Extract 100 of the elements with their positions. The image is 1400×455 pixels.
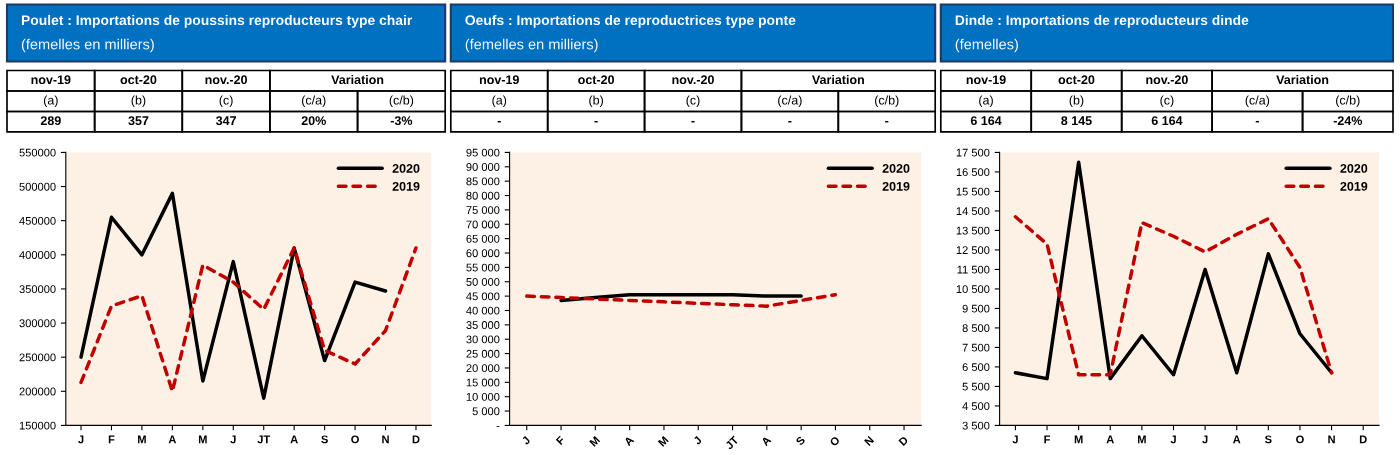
x-tick-label: F (1044, 435, 1051, 444)
x-tick-label: M (138, 435, 146, 444)
text: 8 145 (1061, 116, 1092, 126)
text: (c/a) (778, 95, 802, 108)
x-tick-label: J (1202, 435, 1208, 444)
text: (b) (131, 95, 146, 108)
text: (c) (219, 95, 233, 108)
text: nov-19 (479, 75, 519, 85)
x-tick-label: N (864, 435, 875, 446)
text: (c/b) (389, 95, 414, 108)
y-tick-label: 8 500 (962, 324, 990, 333)
y-tick-label: 10 000 (466, 392, 500, 401)
y-tick-label: 65 000 (466, 234, 500, 243)
text: - (1255, 120, 1259, 123)
chart-title: Dinde : Importations de reproducteurs dinde (955, 14, 1249, 28)
x-tick-label: D (412, 435, 420, 444)
text: (c/b) (1336, 95, 1360, 108)
text: - (885, 120, 889, 123)
y-tick-label: 30 000 (466, 335, 500, 344)
y-tick-label: 400000 (19, 251, 56, 259)
y-tick-label: 90 000 (466, 163, 500, 171)
text: oct-20 (578, 75, 615, 85)
text: (c/a) (1245, 95, 1270, 108)
y-tick-label: 550000 (19, 148, 56, 157)
y-tick-label: 7 500 (962, 343, 990, 352)
text: nov.-20 (672, 75, 714, 85)
x-tick-label: S (1264, 435, 1272, 444)
y-tick-label: 60 000 (466, 249, 500, 258)
x-tick-label: S (321, 435, 328, 444)
x-tick-label: M (198, 435, 207, 444)
legend-label: 2019 (1340, 181, 1368, 191)
x-tick-label: JT (257, 435, 271, 444)
y-tick-label: 75 000 (466, 206, 500, 215)
y-tick-label: 12 500 (956, 246, 990, 255)
text: nov.-20 (205, 75, 248, 85)
x-tick-label: JT (724, 435, 740, 450)
x-tick-label: O (1296, 435, 1304, 444)
text: 357 (128, 116, 149, 126)
x-tick-label: M (1137, 435, 1146, 444)
chart-title: Poulet : Importations de poussins reproducteurs type chair (21, 14, 413, 28)
x-tick-label: F (108, 435, 115, 444)
text: - (691, 120, 695, 123)
x-tick-label: D (1359, 435, 1367, 444)
chart-subtitle: (femelles) (955, 38, 1018, 53)
text: Variation (812, 74, 864, 85)
y-tick-label: 70 000 (466, 220, 500, 229)
x-tick-label: D (898, 435, 909, 446)
text: (c/a) (302, 95, 326, 108)
text: Variation (1276, 74, 1329, 85)
text: (a) (979, 95, 993, 108)
text: - (788, 120, 792, 123)
text: - (594, 120, 598, 123)
x-tick-label: A (168, 435, 177, 444)
y-tick-label: 350000 (19, 285, 56, 294)
x-tick-label: M (1074, 435, 1083, 444)
text: (a) (492, 95, 507, 108)
y-tick-label: 5 500 (962, 382, 990, 391)
x-tick-label: N (382, 435, 389, 444)
y-tick-label: - (496, 426, 500, 427)
text: (c/b) (875, 95, 899, 108)
x-tick-label: N (1328, 435, 1335, 444)
text: (b) (1069, 95, 1084, 108)
text: nov-19 (966, 75, 1006, 85)
text: oct-20 (1058, 75, 1095, 85)
legend-label: 2020 (882, 164, 910, 173)
line-series (1013, 215, 1334, 377)
x-tick-label: A (290, 435, 298, 444)
text: 6 164 (970, 116, 1002, 126)
x-tick-label: F (555, 435, 566, 446)
x-tick-label: J (1012, 435, 1018, 444)
x-tick-label: M (657, 435, 669, 447)
y-tick-label: 9 500 (962, 304, 990, 313)
y-tick-label: 5 000 (472, 407, 500, 416)
text: 347 (215, 116, 236, 126)
y-tick-label: 150000 (19, 421, 56, 430)
y-tick-label: 500000 (19, 182, 56, 191)
x-tick-label: J (521, 435, 531, 446)
text: (c) (686, 95, 700, 108)
y-tick-label: 3 500 (962, 421, 990, 430)
y-tick-label: 80 000 (466, 191, 500, 200)
chart-title: Oeufs : Importations de reproductrices type ponte (465, 14, 796, 28)
line-series (525, 292, 838, 308)
x-tick-label: J (1170, 435, 1176, 444)
y-tick-label: 15 000 (466, 378, 500, 387)
y-tick-label: 450000 (19, 216, 56, 225)
y-tick-label: 13 500 (956, 226, 990, 235)
y-tick-label: 40 000 (466, 306, 500, 315)
y-tick-label: 4 500 (962, 402, 990, 411)
y-tick-label: 85 000 (466, 177, 500, 186)
text: 20% (301, 116, 326, 126)
y-tick-label: 45 000 (466, 292, 500, 301)
y-tick-label: 95 000 (466, 148, 500, 157)
y-tick-label: 25 000 (466, 349, 500, 358)
line-series (79, 191, 388, 400)
y-tick-label: 14 500 (956, 207, 990, 216)
y-tick-label: 17 500 (956, 148, 990, 157)
x-tick-label: J (692, 435, 703, 446)
line-series (1013, 160, 1334, 381)
legend-label: 2019 (882, 181, 910, 191)
text: (a) (43, 95, 58, 108)
